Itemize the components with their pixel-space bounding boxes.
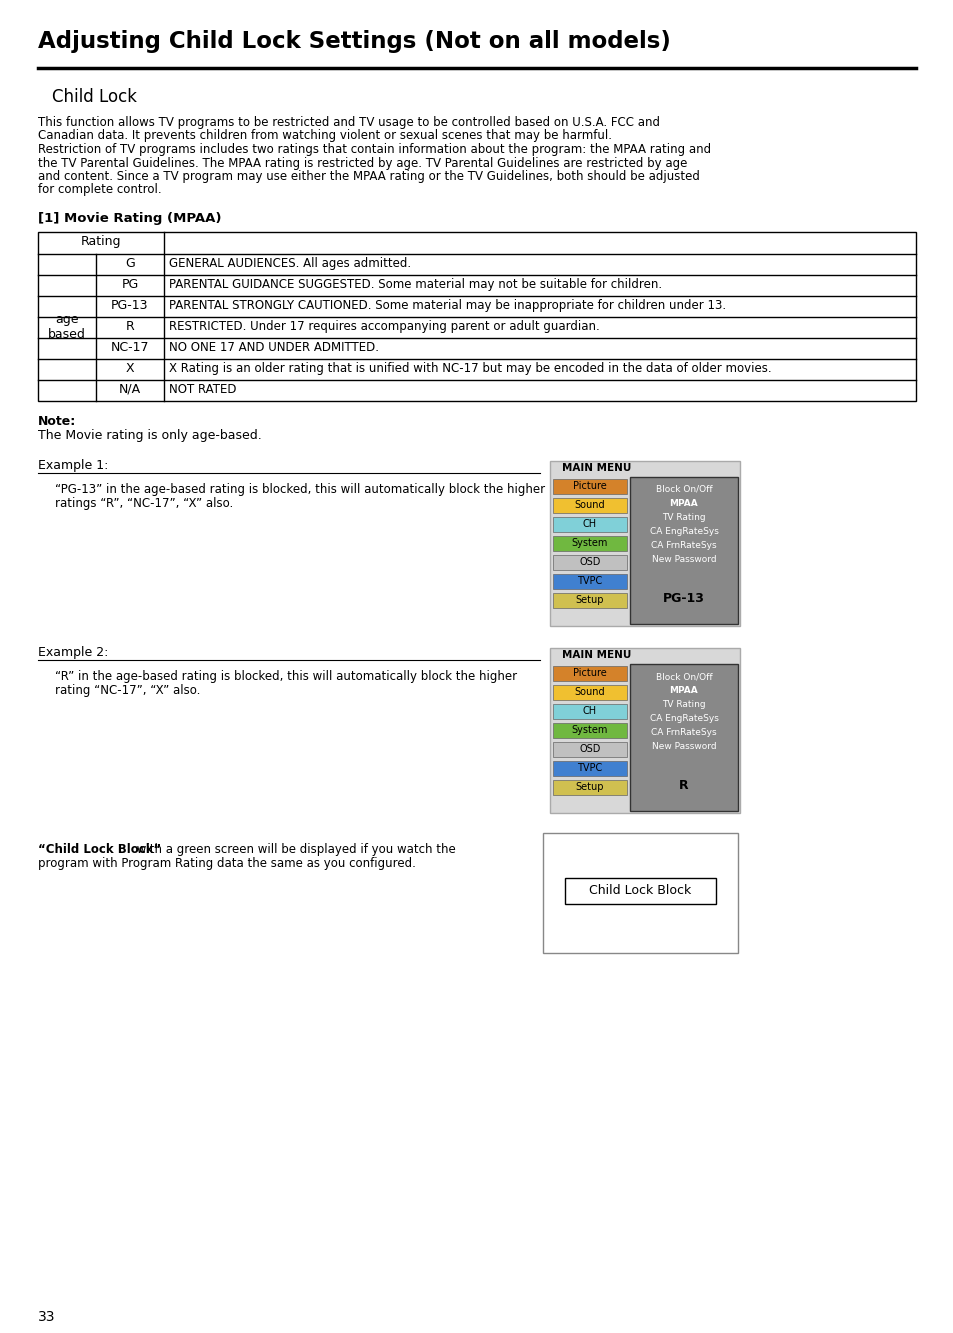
Text: Setup: Setup — [576, 595, 603, 605]
Text: TV Rating: TV Rating — [661, 700, 705, 709]
Text: Example 1:: Example 1: — [38, 459, 109, 472]
Text: rating “NC-17”, “X” also.: rating “NC-17”, “X” also. — [55, 684, 200, 697]
Bar — [553, 593, 626, 608]
Text: G: G — [125, 257, 134, 271]
Bar — [550, 461, 740, 627]
Text: Child Lock Block: Child Lock Block — [589, 885, 691, 897]
Text: PARENTAL STRONGLY CAUTIONED. Some material may be inappropriate for children und: PARENTAL STRONGLY CAUTIONED. Some materi… — [169, 299, 725, 312]
Text: TV Rating: TV Rating — [661, 513, 705, 523]
Bar — [542, 833, 738, 953]
Bar — [553, 499, 626, 513]
Text: ratings “R”, “NC-17”, “X” also.: ratings “R”, “NC-17”, “X” also. — [55, 497, 233, 511]
Bar — [629, 477, 738, 624]
Bar — [553, 575, 626, 589]
Text: R: R — [679, 778, 688, 792]
Text: X Rating is an older rating that is unified with NC-17 but may be encoded in the: X Rating is an older rating that is unif… — [169, 363, 771, 375]
Bar — [553, 742, 626, 757]
Text: PG: PG — [121, 279, 138, 291]
Bar — [629, 664, 738, 810]
Text: PG-13: PG-13 — [112, 299, 149, 312]
Text: the TV Parental Guidelines. The MPAA rating is restricted by age. TV Parental Gu: the TV Parental Guidelines. The MPAA rat… — [38, 156, 687, 169]
Text: Setup: Setup — [576, 782, 603, 792]
Text: Child Lock: Child Lock — [52, 88, 137, 107]
Text: New Password: New Password — [651, 742, 716, 750]
Text: RESTRICTED. Under 17 requires accompanying parent or adult guardian.: RESTRICTED. Under 17 requires accompanyi… — [169, 320, 599, 333]
Text: with a green screen will be displayed if you watch the: with a green screen will be displayed if… — [132, 842, 456, 856]
Bar — [553, 555, 626, 571]
Text: New Password: New Password — [651, 555, 716, 564]
Text: CH: CH — [582, 706, 597, 716]
Bar — [553, 780, 626, 794]
Text: Restriction of TV programs includes two ratings that contain information about t: Restriction of TV programs includes two … — [38, 143, 710, 156]
Bar — [553, 517, 626, 532]
Text: “R” in the age-based rating is blocked, this will automatically block the higher: “R” in the age-based rating is blocked, … — [55, 670, 517, 682]
Text: Sound: Sound — [574, 686, 604, 697]
Text: CA EngRateSys: CA EngRateSys — [649, 527, 718, 536]
Text: CA FrnRateSys: CA FrnRateSys — [651, 541, 716, 551]
Text: MPAA: MPAA — [669, 499, 698, 508]
Bar — [553, 685, 626, 700]
Text: Adjusting Child Lock Settings (Not on all models): Adjusting Child Lock Settings (Not on al… — [38, 31, 670, 53]
Text: Example 2:: Example 2: — [38, 647, 109, 659]
Text: NOT RATED: NOT RATED — [169, 383, 236, 396]
Text: CA EngRateSys: CA EngRateSys — [649, 714, 718, 722]
Text: and content. Since a TV program may use either the MPAA rating or the TV Guideli: and content. Since a TV program may use … — [38, 171, 700, 183]
Text: MAIN MENU: MAIN MENU — [561, 651, 631, 660]
Text: NC-17: NC-17 — [111, 341, 149, 355]
Text: CH: CH — [582, 519, 597, 529]
Bar — [564, 878, 716, 904]
Text: OSD: OSD — [578, 557, 600, 567]
Text: GENERAL AUDIENCES. All ages admitted.: GENERAL AUDIENCES. All ages admitted. — [169, 257, 411, 271]
Text: OSD: OSD — [578, 744, 600, 754]
Bar — [553, 722, 626, 738]
Text: PARENTAL GUIDANCE SUGGESTED. Some material may not be suitable for children.: PARENTAL GUIDANCE SUGGESTED. Some materi… — [169, 279, 661, 291]
Text: Block On/Off: Block On/Off — [655, 485, 712, 495]
Text: NO ONE 17 AND UNDER ADMITTED.: NO ONE 17 AND UNDER ADMITTED. — [169, 341, 378, 355]
Text: N/A: N/A — [119, 383, 141, 396]
Text: Rating: Rating — [81, 235, 121, 248]
Text: The Movie rating is only age-based.: The Movie rating is only age-based. — [38, 429, 261, 443]
Text: TVPC: TVPC — [577, 576, 602, 587]
Text: Block On/Off: Block On/Off — [655, 672, 712, 681]
Text: System: System — [571, 725, 608, 734]
Text: System: System — [571, 539, 608, 548]
Text: CA FrnRateSys: CA FrnRateSys — [651, 728, 716, 737]
Bar — [553, 666, 626, 681]
Bar — [553, 479, 626, 495]
Text: R: R — [126, 320, 134, 333]
Text: age
based: age based — [48, 313, 86, 341]
Bar — [38, 232, 915, 401]
Bar — [550, 648, 740, 813]
Text: “Child Lock Block”: “Child Lock Block” — [38, 842, 161, 856]
Text: PG-13: PG-13 — [662, 592, 704, 605]
Text: TVPC: TVPC — [577, 762, 602, 773]
Text: This function allows TV programs to be restricted and TV usage to be controlled : This function allows TV programs to be r… — [38, 116, 659, 129]
Bar — [553, 761, 626, 776]
Bar — [553, 536, 626, 551]
Text: 33: 33 — [38, 1310, 55, 1324]
Text: Note:: Note: — [38, 415, 76, 428]
Text: Picture: Picture — [573, 668, 606, 678]
Text: Picture: Picture — [573, 481, 606, 491]
Text: program with Program Rating data the same as you configured.: program with Program Rating data the sam… — [38, 857, 416, 870]
Text: MAIN MENU: MAIN MENU — [561, 463, 631, 473]
Text: [1] Movie Rating (MPAA): [1] Movie Rating (MPAA) — [38, 212, 221, 225]
Text: for complete control.: for complete control. — [38, 184, 161, 196]
Text: “PG-13” in the age-based rating is blocked, this will automatically block the hi: “PG-13” in the age-based rating is block… — [55, 483, 544, 496]
Text: Canadian data. It prevents children from watching violent or sexual scenes that : Canadian data. It prevents children from… — [38, 129, 612, 143]
Text: Sound: Sound — [574, 500, 604, 511]
Bar — [553, 704, 626, 718]
Text: X: X — [126, 363, 134, 375]
Text: MPAA: MPAA — [669, 686, 698, 694]
